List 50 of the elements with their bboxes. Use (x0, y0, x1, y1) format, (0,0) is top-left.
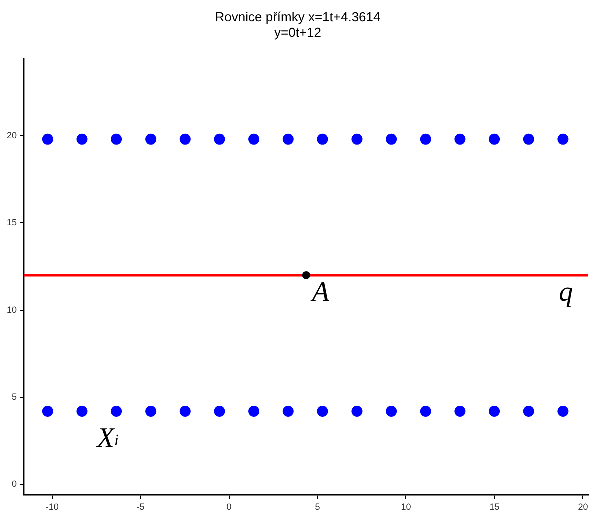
point (214, 134, 226, 145)
chart-title: Rovnice přímky x=1t+4.3614 (215, 9, 381, 24)
point (558, 406, 569, 417)
point (386, 134, 398, 145)
point (180, 406, 191, 417)
point (454, 406, 466, 417)
chart-subtitle: y=0t+12 (274, 24, 322, 40)
point (146, 134, 157, 145)
point (317, 134, 328, 145)
point (352, 406, 363, 417)
point (282, 406, 294, 417)
point (214, 406, 226, 417)
point (558, 134, 569, 145)
point (42, 406, 54, 417)
point (42, 134, 54, 145)
point (317, 406, 328, 417)
annotation: Xi (96, 422, 119, 454)
point (386, 406, 398, 417)
x-tick-label: 0 (226, 502, 232, 512)
point (302, 271, 310, 280)
y-tick-label: 0 (12, 479, 18, 490)
point (352, 134, 363, 145)
point (180, 134, 191, 145)
x-tick-label: 20 (578, 502, 588, 512)
x-tick-label: 15 (490, 502, 500, 512)
annotation: A (310, 276, 330, 308)
point (111, 406, 122, 417)
y-tick-label: 5 (12, 392, 18, 402)
point (489, 406, 500, 417)
point (454, 134, 466, 145)
y-tick-label: 15 (6, 218, 18, 228)
x-tick-label: -10 (46, 502, 59, 512)
point (420, 134, 432, 145)
point (248, 406, 260, 417)
y-tick-label: 20 (6, 130, 18, 140)
point (282, 134, 294, 145)
y-tick-label: 10 (6, 304, 18, 315)
point (111, 134, 122, 145)
point (76, 406, 88, 417)
point (248, 134, 260, 145)
point (146, 406, 157, 417)
x-tick-label: 10 (401, 502, 412, 512)
point (489, 134, 500, 145)
x-tick-label: 5 (315, 502, 320, 512)
point (523, 134, 534, 145)
point (76, 134, 88, 145)
x-tick-label: -5 (136, 502, 145, 512)
point (420, 406, 432, 417)
point (523, 406, 534, 417)
annotation: q (559, 276, 574, 308)
